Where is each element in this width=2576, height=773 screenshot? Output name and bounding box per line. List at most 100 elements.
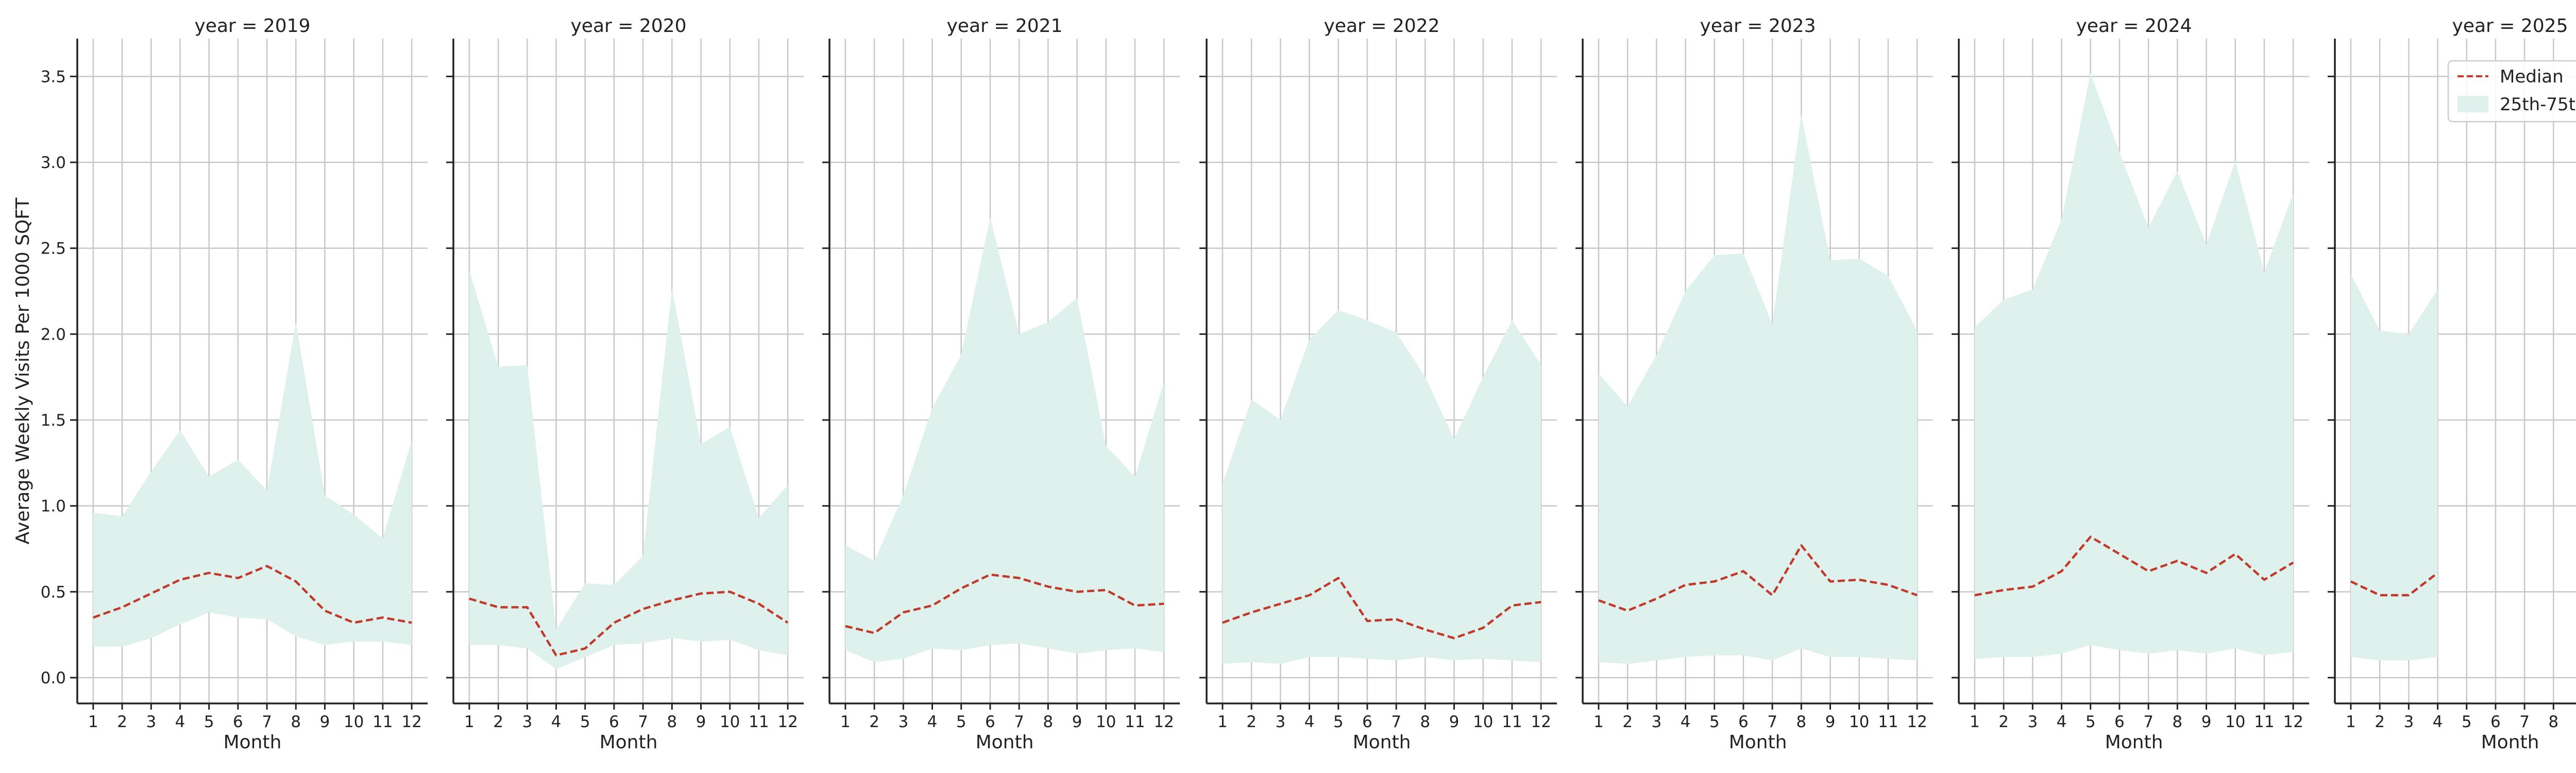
x-tick-label: 4 [1681, 713, 1691, 731]
legend-median-label: Median [2500, 66, 2564, 87]
panel-title: year = 2019 [195, 15, 311, 37]
x-tick-label: 8 [1420, 713, 1430, 731]
x-tick-label: 5 [956, 713, 967, 731]
x-tick-label: 2 [2375, 713, 2385, 731]
x-tick-label: 5 [580, 713, 590, 731]
x-tick-label: 2 [1246, 713, 1257, 731]
panel-title: year = 2020 [571, 15, 687, 37]
y-axis-label: Average Weekly Visits Per 1000 SQFT [12, 197, 33, 545]
x-tick-label: 5 [1333, 713, 1344, 731]
x-tick-label: 8 [2548, 713, 2558, 731]
panel-title: year = 2025 [2452, 15, 2568, 37]
x-tick-label: 7 [2143, 713, 2154, 731]
y-tick-label: 2.0 [41, 325, 66, 344]
y-tick-label: 0.0 [41, 669, 66, 687]
legend: Median 25th-75th Percentile [2447, 60, 2576, 123]
x-tick-label: 8 [667, 713, 677, 731]
x-tick-label: 11 [1502, 713, 1522, 731]
x-tick-label: 4 [551, 713, 562, 731]
x-axis-label: Month [1353, 732, 1411, 753]
x-tick-label: 3 [898, 713, 908, 731]
percentile-band [1222, 310, 1541, 664]
x-axis-label: Month [2105, 732, 2163, 753]
x-tick-label: 9 [2201, 713, 2212, 731]
x-tick-label: 1 [1594, 713, 1604, 731]
x-tick-label: 2 [869, 713, 879, 731]
x-tick-label: 10 [2225, 713, 2245, 731]
x-tick-label: 1 [1970, 713, 1980, 731]
x-axis-label: Month [976, 732, 1034, 753]
y-tick-label: 2.5 [41, 240, 66, 258]
percentile-band [1598, 114, 1918, 664]
x-tick-label: 4 [175, 713, 185, 731]
x-tick-label: 10 [1096, 713, 1116, 731]
x-tick-label: 7 [262, 713, 272, 731]
x-tick-label: 7 [1767, 713, 1777, 731]
percentile-band [2350, 274, 2438, 661]
x-tick-label: 1 [464, 713, 474, 731]
x-tick-label: 4 [927, 713, 938, 731]
x-tick-label: 11 [372, 713, 393, 731]
x-tick-label: 6 [1738, 713, 1749, 731]
x-tick-label: 1 [840, 713, 851, 731]
x-tick-label: 2 [117, 713, 127, 731]
median-line [2350, 572, 2438, 597]
x-tick-label: 3 [146, 713, 156, 731]
median-line [1598, 544, 1918, 612]
panel-title: year = 2023 [1700, 15, 1816, 37]
x-tick-label: 1 [2346, 713, 2356, 731]
median-line [845, 573, 1164, 634]
x-tick-label: 8 [2172, 713, 2182, 731]
x-tick-label: 6 [2490, 713, 2501, 731]
x-tick-label: 12 [1154, 713, 1174, 731]
x-tick-label: 2 [1622, 713, 1633, 731]
x-tick-label: 5 [2086, 713, 2096, 731]
x-tick-label: 2 [493, 713, 503, 731]
x-tick-label: 9 [696, 713, 706, 731]
y-tick-label: 3.5 [41, 68, 66, 86]
x-tick-label: 5 [2462, 713, 2472, 731]
x-tick-label: 8 [1796, 713, 1806, 731]
x-tick-label: 11 [2254, 713, 2274, 731]
x-tick-label: 9 [1825, 713, 1836, 731]
y-tick-label: 1.0 [41, 497, 66, 516]
x-tick-label: 4 [1304, 713, 1315, 731]
x-tick-label: 11 [1125, 713, 1145, 731]
y-tick-label: 0.5 [41, 583, 66, 601]
x-tick-label: 3 [1651, 713, 1662, 731]
y-tick-label: 3.0 [41, 154, 66, 172]
x-tick-label: 10 [344, 713, 364, 731]
x-tick-label: 12 [1531, 713, 1551, 731]
x-axis-label: Month [2481, 732, 2539, 753]
x-tick-label: 6 [1362, 713, 1372, 731]
x-tick-label: 6 [2114, 713, 2125, 731]
x-tick-label: 11 [1878, 713, 1898, 731]
x-tick-label: 6 [233, 713, 243, 731]
legend-band-label: 25th-75th Percentile [2500, 94, 2576, 115]
panel-title: year = 2024 [2076, 15, 2192, 37]
panel-title: year = 2021 [947, 15, 1063, 37]
x-tick-label: 4 [2057, 713, 2067, 731]
x-tick-label: 8 [1043, 713, 1053, 731]
x-axis-label: Month [1729, 732, 1787, 753]
x-tick-label: 6 [985, 713, 995, 731]
x-axis-label: Month [224, 732, 282, 753]
x-tick-label: 3 [2027, 713, 2038, 731]
panel-title: year = 2022 [1324, 15, 1440, 37]
x-tick-label: 9 [320, 713, 330, 731]
x-tick-label: 8 [291, 713, 301, 731]
x-tick-label: 7 [2519, 713, 2530, 731]
x-tick-label: 10 [720, 713, 740, 731]
x-tick-label: 11 [749, 713, 769, 731]
percentile-band [1974, 73, 2294, 659]
x-tick-label: 3 [2403, 713, 2414, 731]
x-tick-label: 1 [88, 713, 98, 731]
percentile-band [845, 217, 1164, 663]
x-tick-label: 12 [777, 713, 798, 731]
